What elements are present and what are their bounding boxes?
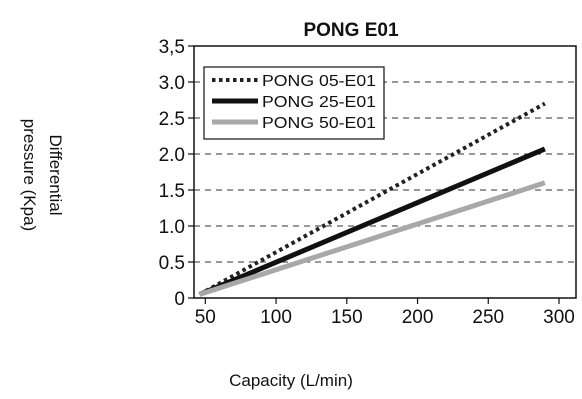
y-axis-label-line-2: pressure (Kpa) — [20, 118, 39, 232]
y-tick-label: 2.0 — [159, 145, 185, 166]
series-line-2 — [198, 146, 546, 297]
x-tick-label: 50 — [195, 307, 216, 328]
y-tick-label: 2.5 — [159, 109, 185, 130]
x-tick-label: 250 — [472, 307, 504, 328]
legend-label-1: PONG 05-E01 — [262, 73, 376, 90]
x-tick-label: 200 — [402, 307, 434, 328]
x-tick-label: 150 — [331, 307, 363, 328]
legend-label-2: PONG 25-E01 — [262, 94, 376, 111]
chart-title: PONG E01 — [303, 20, 398, 41]
plot-frame — [193, 45, 577, 299]
y-tick-label: 1.0 — [159, 217, 185, 238]
y-tick-label: 0.5 — [159, 253, 185, 274]
y-axis-ticks: 0 0.5 1.0 1.5 2.0 2.5 3.0 3,5 — [159, 37, 194, 310]
series-line-1 — [198, 101, 546, 297]
x-tick-label: 100 — [260, 307, 292, 328]
x-axis-label: Capacity (L/min) — [229, 371, 353, 390]
legend: PONG 05-E01 PONG 25-E01 PONG 50-E01 — [203, 66, 385, 140]
x-tick-label: 300 — [543, 307, 575, 328]
series-line-3 — [198, 180, 546, 297]
y-tick-label: 1.5 — [159, 181, 185, 202]
series-lines — [198, 101, 546, 297]
y-tick-label: 3.0 — [159, 73, 185, 94]
y-tick-label: 3,5 — [159, 37, 185, 58]
legend-label-3: PONG 50-E01 — [262, 115, 376, 132]
y-axis-label-line-1: Differential — [46, 134, 65, 216]
x-axis-ticks: 50 100 150 200 250 300 — [195, 298, 575, 328]
y-tick-label: 0 — [174, 289, 185, 310]
